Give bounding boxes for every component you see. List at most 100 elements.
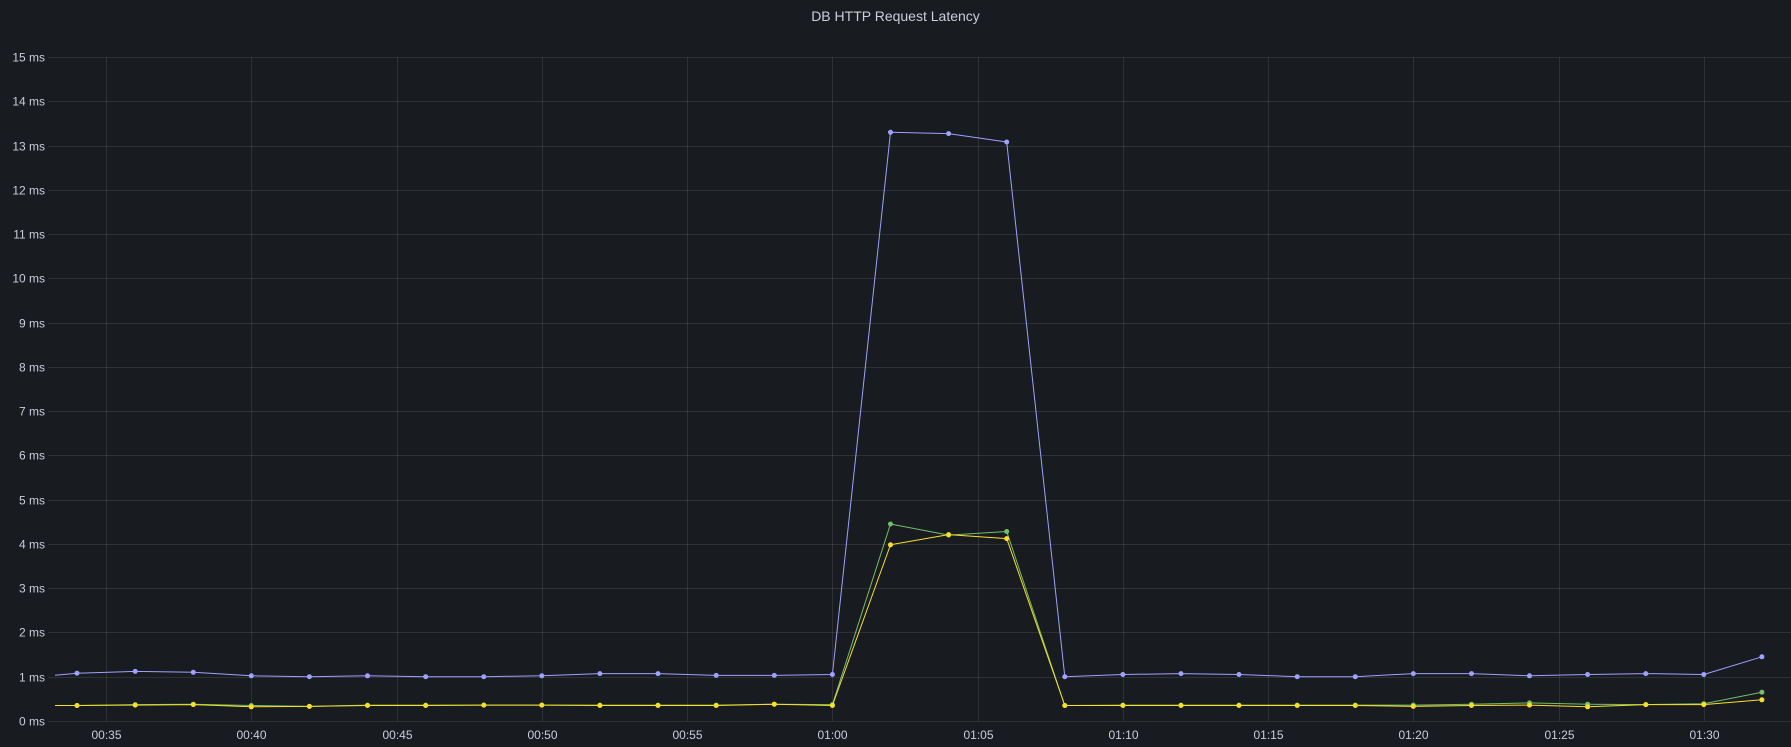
data-point[interactable] xyxy=(306,674,312,680)
data-point[interactable] xyxy=(888,129,893,135)
data-point[interactable] xyxy=(190,702,196,708)
data-point[interactable] xyxy=(1410,671,1416,677)
data-point[interactable] xyxy=(1178,703,1184,708)
x-tick-label: 01:20 xyxy=(1398,728,1428,742)
data-point[interactable] xyxy=(365,703,370,708)
data-point[interactable] xyxy=(74,703,80,708)
y-tick-label: 3 ms xyxy=(19,582,45,596)
x-tick-label: 00:55 xyxy=(672,728,702,742)
y-tick-label: 13 ms xyxy=(12,140,45,154)
data-point[interactable] xyxy=(1527,673,1532,679)
data-point[interactable] xyxy=(888,542,893,548)
data-point[interactable] xyxy=(481,702,487,708)
data-point[interactable] xyxy=(713,672,719,678)
data-point[interactable] xyxy=(713,703,719,708)
y-tick-label: 1 ms xyxy=(19,671,45,685)
data-point[interactable] xyxy=(423,703,429,708)
data-point[interactable] xyxy=(829,703,835,708)
x-tick-label: 00:35 xyxy=(91,728,121,742)
data-point[interactable] xyxy=(1585,704,1591,710)
x-tick-label: 00:50 xyxy=(527,728,557,742)
y-tick-label: 4 ms xyxy=(19,538,45,552)
series-line-0[interactable] xyxy=(54,131,1763,678)
series-line-1[interactable] xyxy=(55,523,1762,707)
data-point[interactable] xyxy=(1352,674,1358,680)
panel-title[interactable]: DB HTTP Request Latency xyxy=(811,8,980,24)
data-point[interactable] xyxy=(1410,703,1416,709)
x-tick-label: 01:00 xyxy=(817,728,847,742)
data-point[interactable] xyxy=(1294,674,1300,680)
data-point[interactable] xyxy=(1004,529,1010,534)
data-point[interactable] xyxy=(539,702,545,708)
data-point[interactable] xyxy=(132,668,138,674)
data-point[interactable] xyxy=(888,521,893,527)
x-tick-label: 01:05 xyxy=(963,728,993,742)
data-point[interactable] xyxy=(1236,672,1242,677)
data-point[interactable] xyxy=(1701,702,1707,708)
series-layer xyxy=(54,129,1765,710)
y-tick-label: 11 ms xyxy=(13,228,45,242)
grid-layer xyxy=(48,57,1791,722)
data-point[interactable] xyxy=(829,672,835,677)
data-point[interactable] xyxy=(1062,703,1068,708)
x-tick-label: 01:30 xyxy=(1689,728,1719,742)
data-point[interactable] xyxy=(1062,674,1068,680)
data-point[interactable] xyxy=(1004,536,1010,542)
data-point[interactable] xyxy=(1120,672,1126,677)
data-point[interactable] xyxy=(655,703,661,708)
data-point[interactable] xyxy=(1236,703,1242,708)
y-tick-label: 12 ms xyxy=(12,184,45,198)
data-point[interactable] xyxy=(481,674,487,680)
y-tick-label: 5 ms xyxy=(19,494,45,508)
y-tick-label: 14 ms xyxy=(12,95,45,109)
x-tick-label: 00:45 xyxy=(382,728,412,742)
data-point[interactable] xyxy=(539,673,545,679)
data-point[interactable] xyxy=(1643,671,1649,677)
data-point[interactable] xyxy=(74,670,80,676)
data-point[interactable] xyxy=(946,131,952,137)
data-point[interactable] xyxy=(1643,702,1649,708)
data-point[interactable] xyxy=(1759,697,1765,703)
x-axis: 00:35 00:40 00:45 00:50 00:55 01:00 01:05 01:10… xyxy=(91,728,1719,742)
data-point[interactable] xyxy=(771,701,777,707)
y-tick-label: 8 ms xyxy=(19,361,45,375)
data-point[interactable] xyxy=(1469,703,1474,708)
data-point[interactable] xyxy=(1759,689,1765,695)
x-tick-label: 01:15 xyxy=(1253,728,1283,742)
data-point[interactable] xyxy=(771,672,777,678)
data-point[interactable] xyxy=(365,673,370,679)
y-tick-label: 9 ms xyxy=(19,317,45,331)
data-point[interactable] xyxy=(132,702,138,708)
y-tick-label: 10 ms xyxy=(12,272,45,286)
data-point[interactable] xyxy=(1352,703,1358,708)
data-point[interactable] xyxy=(655,671,661,677)
data-point[interactable] xyxy=(423,674,429,680)
y-tick-label: 7 ms xyxy=(19,405,45,419)
data-point[interactable] xyxy=(190,669,196,675)
data-point[interactable] xyxy=(248,704,254,710)
x-tick-label: 01:10 xyxy=(1108,728,1138,742)
x-tick-label: 00:40 xyxy=(236,728,266,742)
data-point[interactable] xyxy=(597,671,603,677)
y-axis: 0 ms 1 ms 2 ms 3 ms 4 ms 5 ms 6 ms 7 ms 8 ms 9 ms… xyxy=(12,51,45,729)
data-point[interactable] xyxy=(1004,139,1010,145)
data-point[interactable] xyxy=(1120,703,1126,708)
data-point[interactable] xyxy=(1701,672,1707,677)
data-point[interactable] xyxy=(306,703,312,709)
data-point[interactable] xyxy=(1585,672,1591,677)
data-point[interactable] xyxy=(946,532,952,538)
y-tick-label: 2 ms xyxy=(19,626,45,640)
data-point[interactable] xyxy=(1294,703,1300,708)
data-point[interactable] xyxy=(597,703,603,708)
data-point[interactable] xyxy=(1178,671,1184,677)
x-tick-label: 01:25 xyxy=(1544,728,1574,742)
data-point[interactable] xyxy=(248,673,254,679)
data-point[interactable] xyxy=(1759,654,1765,660)
data-point[interactable] xyxy=(1469,671,1474,677)
data-point[interactable] xyxy=(1527,702,1532,708)
series-line-2[interactable] xyxy=(55,534,1762,708)
y-tick-label: 15 ms xyxy=(12,51,45,65)
y-tick-label: 6 ms xyxy=(19,449,45,463)
